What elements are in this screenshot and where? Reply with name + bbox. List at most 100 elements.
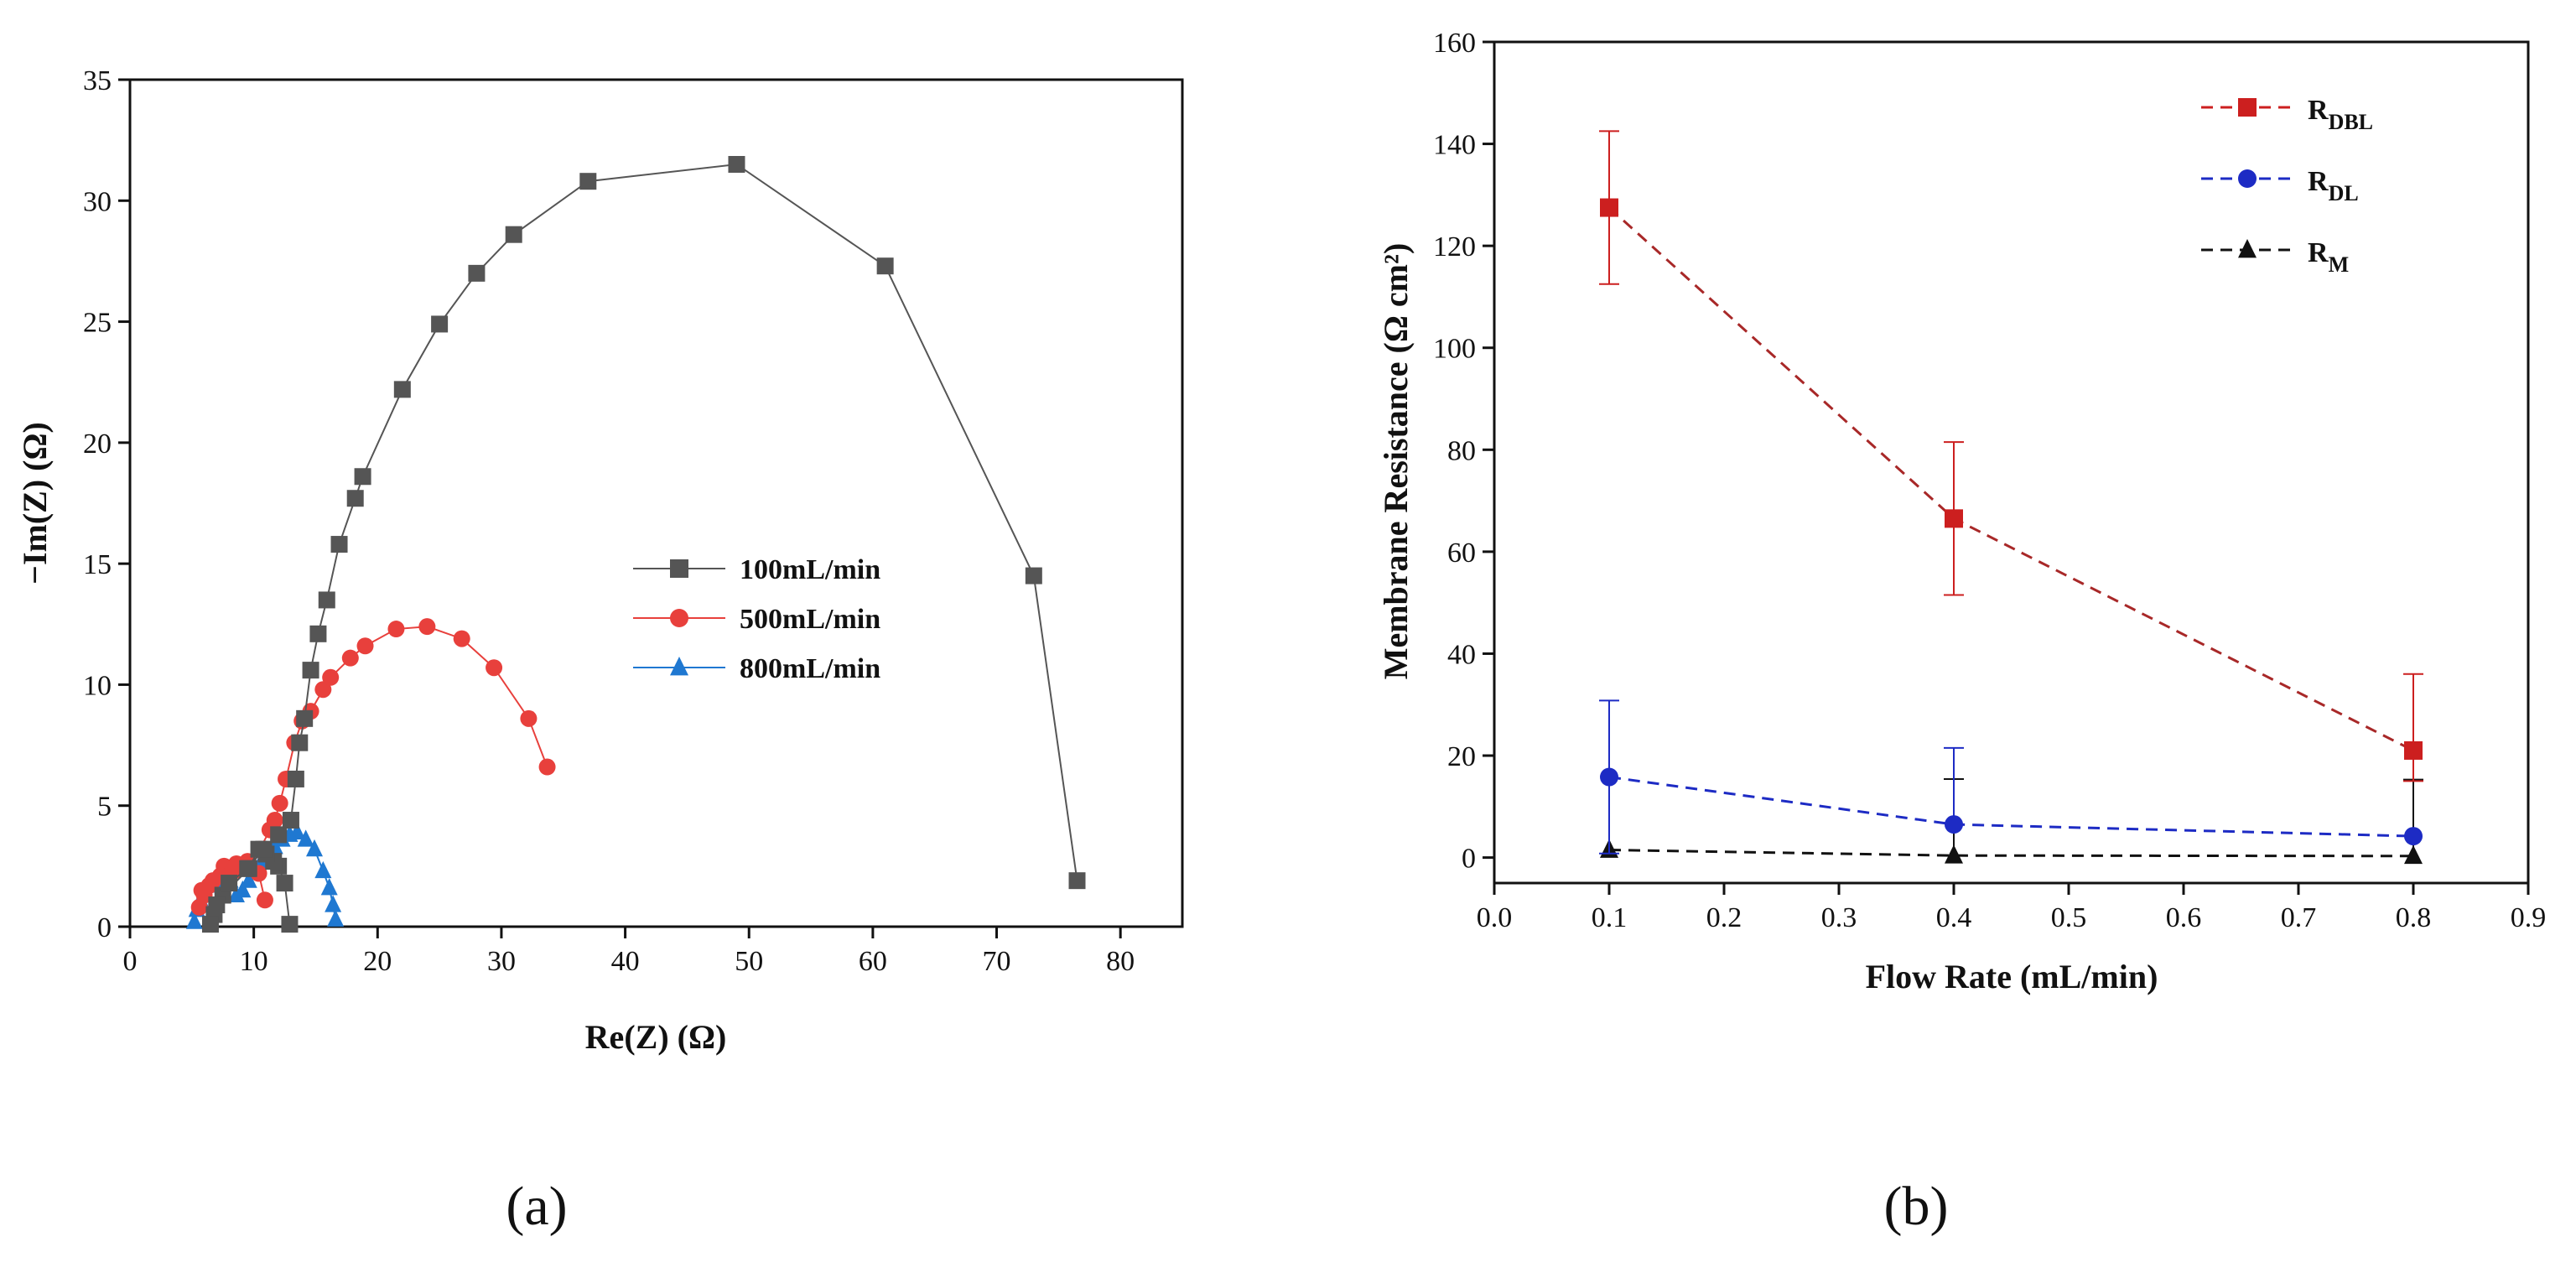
chart-a-point xyxy=(281,916,299,933)
chart-b-x-tick-label: 0.8 xyxy=(2396,902,2432,933)
chart-b-x-tick-label: 0.1 xyxy=(1592,902,1628,933)
chart-b-point xyxy=(1600,767,1618,787)
chart-a-point xyxy=(200,876,218,894)
chart-b-point xyxy=(2404,827,2423,846)
chart-a-point xyxy=(330,536,348,553)
chart-a-x-tick-label: 0 xyxy=(123,946,138,977)
chart-a-x-tick-label: 70 xyxy=(983,946,1011,977)
chart-b-plot-frame xyxy=(1493,40,2530,885)
chart-b: 0.0 0.1 0.2 0.3 0.4 0.5 0.6 0.7 0.8 0.9 0 20 40 60 80 1… xyxy=(1377,28,2546,995)
chart-a-y-tick-label: 15 xyxy=(83,549,112,580)
chart-a-point xyxy=(314,860,332,879)
chart-a-series-line xyxy=(210,163,1078,925)
chart-b-legend-marker xyxy=(2238,169,2257,188)
chart-a-point xyxy=(728,156,745,173)
chart-b-legend-marker xyxy=(2238,98,2257,117)
chart-a-point xyxy=(271,794,288,812)
chart-a-point xyxy=(234,880,252,898)
chart-a-point xyxy=(296,709,314,727)
chart-b-xlabel: Flow Rate (mL/min) xyxy=(1866,958,2158,995)
chart-b-legend-label: RDBL xyxy=(2308,95,2373,134)
chart-a-point xyxy=(287,770,304,787)
chart-a-point xyxy=(876,257,894,275)
chart-b-point xyxy=(2404,844,2423,865)
chart-a-y-tick-label: 5 xyxy=(97,792,112,823)
chart-a-ticks: 0 10 20 30 40 50 60 70 80 0 5 10 15 20 25 30 35 xyxy=(83,65,1135,977)
chart-a-point xyxy=(579,173,597,190)
chart-b-series-2 xyxy=(1599,699,2423,855)
chart-a-point xyxy=(221,875,238,892)
chart-a-x-tick-label: 30 xyxy=(487,946,516,977)
chart-a-point xyxy=(520,709,538,727)
chart-a-legend-marker xyxy=(670,657,688,676)
chart-a-xlabel: Re(Z) (Ω) xyxy=(585,1018,727,1056)
chart-b-x-tick-label: 0.2 xyxy=(1706,902,1742,933)
chart-a-point xyxy=(288,822,306,840)
chart-a-point xyxy=(320,878,338,896)
chart-a-point xyxy=(327,909,345,927)
chart-b-x-tick-label: 0.9 xyxy=(2511,902,2547,933)
chart-a-point xyxy=(538,758,556,776)
chart-a-point xyxy=(354,468,371,486)
chart-b-x-tick-label: 0.0 xyxy=(1477,902,1513,933)
chart-a-legend-marker xyxy=(670,559,688,578)
chart-a-point xyxy=(208,896,226,914)
chart-a-point xyxy=(314,681,332,699)
chart-a-point xyxy=(282,812,299,829)
chart-a-point xyxy=(486,659,503,677)
chart-a-y-tick-label: 0 xyxy=(97,912,112,943)
chart-a-point xyxy=(270,826,288,844)
chart-a-point xyxy=(418,618,436,636)
chart-a: 0 10 20 30 40 50 60 70 80 0 5 10 15 20 25 30 35 Re(Z) (Ω… xyxy=(16,65,1184,1056)
chart-b-legend-label-subscript: DBL xyxy=(2329,110,2373,134)
chart-b-legend-label: RM xyxy=(2308,237,2349,277)
chart-b-legend-marker xyxy=(2238,239,2257,258)
chart-a-x-tick-label: 60 xyxy=(859,946,887,977)
chart-a-y-tick-label: 30 xyxy=(83,186,112,217)
chart-a-point xyxy=(431,315,449,333)
chart-a-point xyxy=(318,591,335,609)
chart-a-point xyxy=(302,662,319,679)
chart-b-legend-label-subscript: DL xyxy=(2329,181,2359,205)
chart-b-series-3 xyxy=(1600,777,2423,865)
chart-a-point xyxy=(453,630,470,647)
chart-b-series-1 xyxy=(1599,130,2423,782)
chart-a-y-tick-label: 25 xyxy=(83,308,112,339)
chart-b-point xyxy=(1945,844,1963,864)
chart-a-x-tick-label: 50 xyxy=(735,946,763,977)
chart-b-ticks: 0.0 0.1 0.2 0.3 0.4 0.5 0.6 0.7 0.8 0.9 0 20 40 60 80 1… xyxy=(1433,28,2546,933)
chart-a-point xyxy=(266,812,283,829)
chart-a-point xyxy=(291,734,309,751)
chart-b-point xyxy=(1945,815,1963,834)
chart-a-point xyxy=(309,625,327,642)
chart-a-legend: 100mL/min 500mL/min 800mL/min xyxy=(633,554,880,684)
chart-a-legend-marker xyxy=(670,609,688,627)
panel-b-label: (b) xyxy=(1884,1176,1949,1237)
chart-b-x-tick-label: 0.5 xyxy=(2051,902,2087,933)
chart-b-legend-label-main: R xyxy=(2308,237,2329,268)
chart-a-series xyxy=(185,156,1086,933)
chart-a-point xyxy=(322,668,340,686)
chart-b-point xyxy=(2404,740,2423,760)
chart-a-point xyxy=(1068,872,1086,890)
chart-a-ylabel: −Im(Z) (Ω) xyxy=(16,422,54,585)
chart-b-legend-label: RDL xyxy=(2308,166,2359,205)
chart-a-legend-label: 800mL/min xyxy=(740,653,880,684)
chart-a-point xyxy=(256,891,273,909)
chart-a-y-tick-label: 20 xyxy=(83,429,112,460)
chart-a-point xyxy=(255,840,273,858)
chart-a-point xyxy=(239,860,257,877)
chart-a-point xyxy=(297,829,314,847)
chart-a-point xyxy=(305,839,323,857)
chart-a-x-tick-label: 40 xyxy=(611,946,640,977)
chart-b-legend-label-subscript: M xyxy=(2329,252,2350,277)
chart-b-y-tick-label: 120 xyxy=(1433,231,1476,262)
chart-a-point xyxy=(190,898,208,916)
chart-a-point xyxy=(185,912,203,929)
chart-a-y-tick-label: 10 xyxy=(83,670,112,701)
chart-a-point xyxy=(325,895,342,912)
chart-b-ylabel: Membrane Resistance (Ω cm²) xyxy=(1377,243,1415,680)
chart-a-point xyxy=(341,649,359,667)
chart-a-point xyxy=(356,637,374,655)
